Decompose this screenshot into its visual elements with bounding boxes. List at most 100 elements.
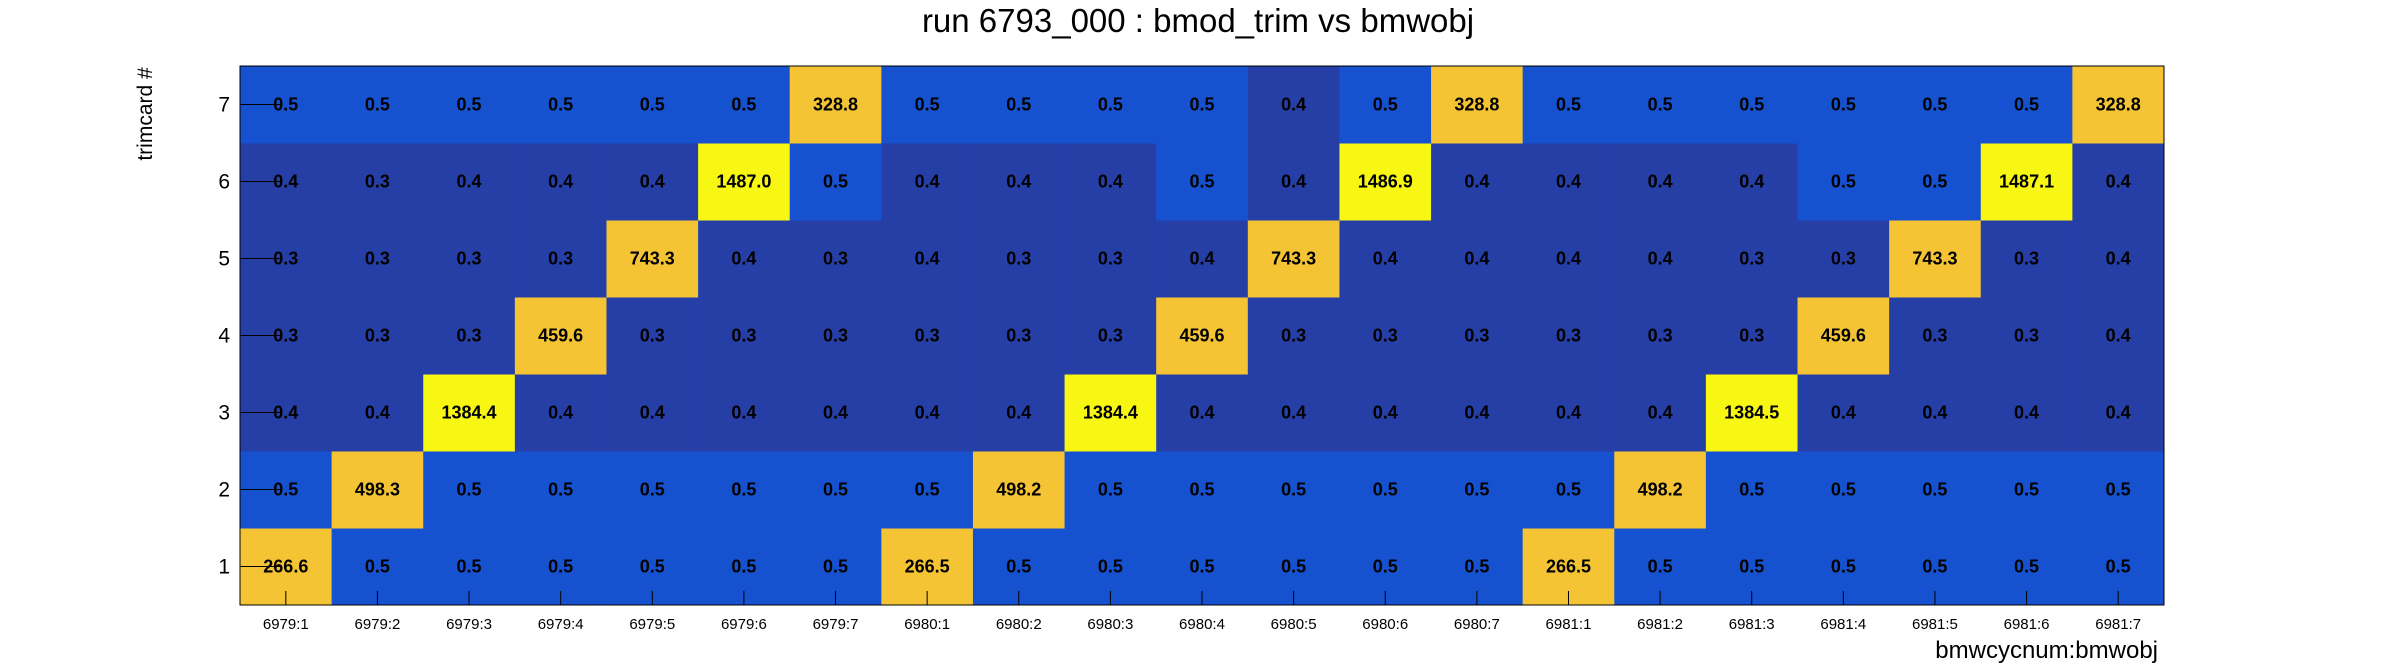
cell-value-label: 0.3 — [1098, 326, 1123, 346]
heatmap-cell — [1980, 374, 2073, 452]
heatmap-cell — [1522, 374, 1615, 452]
cell-value-label: 498.3 — [355, 480, 400, 500]
y-tick-label: 6 — [218, 171, 230, 194]
cell-value-label: 0.3 — [1922, 326, 1947, 346]
cell-value-label: 0.4 — [273, 172, 298, 192]
y-tick-label: 4 — [218, 325, 230, 348]
heatmap-cell — [1064, 297, 1157, 375]
cell-value-label: 0.5 — [731, 95, 756, 115]
heatmap-cell — [1889, 143, 1982, 221]
y-axis-ticks: 1 2 3 4 5 6 7 — [218, 94, 280, 579]
heatmap-cell — [1339, 143, 1432, 221]
heatmap-cell — [972, 220, 1066, 298]
cell-value-label: 459.6 — [1821, 326, 1866, 346]
cell-value-label: 0.5 — [823, 557, 848, 577]
heatmap-cell — [1339, 297, 1432, 375]
cell-value-label: 0.3 — [1648, 326, 1673, 346]
heatmap-cell — [1247, 220, 1340, 298]
cell-value-label: 0.4 — [823, 403, 848, 423]
cell-value-label: 0.5 — [1831, 480, 1856, 500]
heatmap-cell — [1614, 451, 1707, 529]
cell-value-label: 266.5 — [1546, 557, 1591, 577]
x-tick-label: 6980:7 — [1454, 616, 1500, 633]
cell-value-label: 0.5 — [2106, 557, 2131, 577]
cell-value-label: 0.4 — [457, 172, 482, 192]
x-tick-label: 6980:4 — [1179, 616, 1225, 633]
cell-value-label: 0.4 — [2106, 403, 2131, 423]
cell-value-label: 0.5 — [1556, 480, 1581, 500]
heatmap-cell — [881, 451, 974, 529]
heatmap-cell — [1339, 66, 1432, 144]
cell-value-label: 0.3 — [1739, 249, 1764, 269]
cell-value-label: 1487.0 — [716, 172, 771, 192]
cell-value-label: 743.3 — [1271, 249, 1316, 269]
heatmap-cell — [1705, 66, 1799, 144]
heatmap-cell — [972, 451, 1066, 529]
cell-value-label: 0.4 — [1556, 172, 1581, 192]
cell-value-label: 0.4 — [1281, 95, 1306, 115]
cell-value-label: 0.5 — [823, 480, 848, 500]
cell-value-label: 0.5 — [1831, 172, 1856, 192]
cell-value-label: 0.4 — [1831, 403, 1856, 423]
heatmap-cell — [1980, 297, 2073, 375]
y-tick-label: 1 — [218, 556, 230, 579]
cell-value-label: 0.3 — [1373, 326, 1398, 346]
cell-value-label: 0.5 — [273, 95, 298, 115]
cell-value-label: 0.5 — [1739, 95, 1764, 115]
heatmap-cell — [606, 451, 699, 529]
cell-value-label: 0.5 — [915, 95, 940, 115]
cell-value-label: 328.8 — [1454, 95, 1499, 115]
cell-value-label: 0.4 — [915, 403, 940, 423]
x-tick-label: 6979:2 — [354, 616, 400, 633]
x-tick-label: 6981:6 — [2004, 616, 2050, 633]
heatmap-cell — [1797, 66, 1890, 144]
cell-value-label: 0.5 — [1464, 480, 1489, 500]
heatmap-cell — [1522, 297, 1615, 375]
cell-value-label: 266.6 — [263, 557, 308, 577]
cell-value-label: 0.4 — [1373, 249, 1398, 269]
cell-value-label: 0.3 — [365, 172, 390, 192]
heatmap-cell — [331, 297, 424, 375]
heatmap-cell — [789, 297, 882, 375]
x-tick-label: 6980:3 — [1087, 616, 1133, 633]
x-tick-label: 6981:2 — [1637, 616, 1683, 633]
chart-title: run 6793_000 : bmod_trim vs bmwobj — [922, 2, 1474, 39]
heatmap-cell — [423, 143, 516, 221]
heatmap-cell — [606, 66, 699, 144]
cell-value-label: 0.5 — [1281, 557, 1306, 577]
heatmap-cell — [514, 143, 607, 221]
heatmap-cell — [881, 374, 974, 452]
cell-value-label: 0.4 — [1648, 172, 1673, 192]
heatmap-cell — [331, 66, 424, 144]
heatmap-cell — [1889, 297, 1982, 375]
cell-value-label: 0.4 — [640, 172, 665, 192]
heatmap-cell — [1431, 297, 1524, 375]
cell-value-label: 0.4 — [1098, 172, 1123, 192]
heatmap-cell — [606, 297, 699, 375]
cell-value-label: 0.4 — [1556, 403, 1581, 423]
cell-value-label: 0.3 — [640, 326, 665, 346]
cell-value-label: 0.5 — [1464, 557, 1489, 577]
heatmap-cell — [2072, 297, 2165, 375]
cell-value-label: 1384.4 — [442, 403, 497, 423]
cell-value-label: 0.5 — [2014, 557, 2039, 577]
heatmap-cell — [1431, 451, 1524, 529]
cell-value-label: 0.5 — [1189, 480, 1214, 500]
cell-value-label: 0.5 — [365, 95, 390, 115]
heatmap-cell — [1522, 220, 1615, 298]
heatmap-cell — [698, 143, 791, 221]
heatmap-cell — [423, 66, 516, 144]
cell-value-label: 0.3 — [1464, 326, 1489, 346]
heatmap-cell — [1339, 374, 1432, 452]
heatmap-cell — [972, 297, 1066, 375]
heatmap-cell — [1980, 66, 2073, 144]
cell-value-label: 459.6 — [538, 326, 583, 346]
x-axis-ticks: 6979:1 6979:2 6979:3 6979:4 6979:5 6979:6 6979… — [263, 591, 2141, 633]
cell-value-label: 0.5 — [640, 95, 665, 115]
heatmap-cell — [1064, 220, 1157, 298]
heatmap-cell — [698, 297, 791, 375]
x-tick-label: 6980:6 — [1362, 616, 1408, 633]
cell-value-label: 0.3 — [1006, 326, 1031, 346]
cell-value-label: 0.4 — [731, 403, 756, 423]
